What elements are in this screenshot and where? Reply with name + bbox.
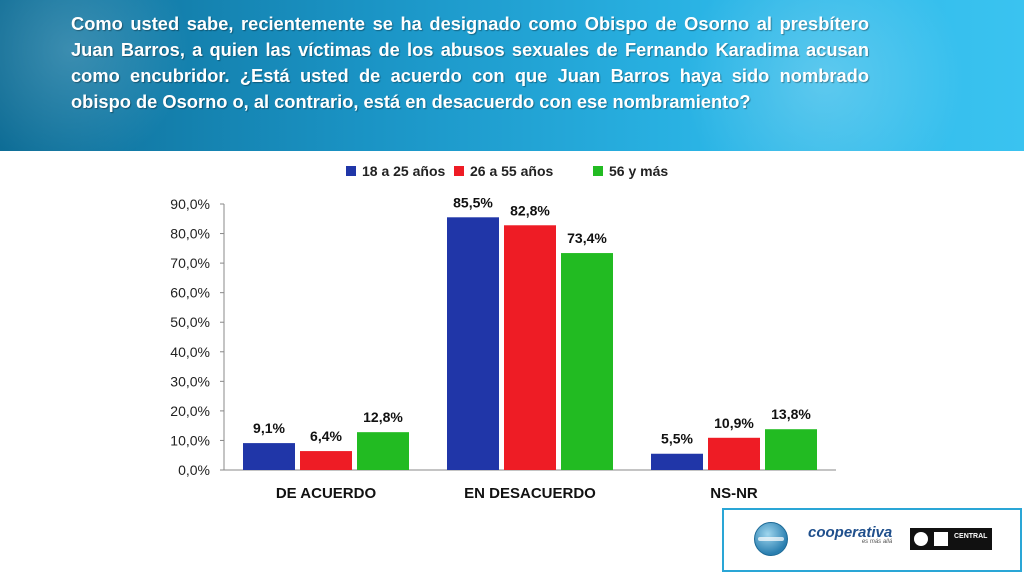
legend-swatch <box>454 166 464 176</box>
chart-axes: 0,0% 10,0% 20,0% 30,0% 40,0% 50,0% 60,0% 70,0% 8… <box>170 196 836 502</box>
sponsor-logos: cooperativa es más allá CENTRAL <box>722 508 1022 572</box>
bar-value-label: 6,4% <box>310 428 342 444</box>
question-text: Como usted sabe, recientemente se ha des… <box>71 13 869 112</box>
bar <box>300 451 352 470</box>
bar-value-label: 10,9% <box>714 415 754 431</box>
x-category-label: DE ACUERDO <box>276 485 377 502</box>
bar <box>243 443 295 470</box>
globe-logo-icon <box>754 522 788 556</box>
legend-label: 56 y más <box>609 163 668 179</box>
bar <box>447 217 499 470</box>
bar-chart: 18 a 25 años 26 a 55 años 56 y más 0,0% 10,… <box>170 163 836 502</box>
y-tick-label: 50,0% <box>170 314 210 330</box>
y-tick-label: 90,0% <box>170 196 210 212</box>
legend-swatch <box>593 166 603 176</box>
cooperativa-logo: cooperativa es más allá <box>808 524 893 545</box>
chart-legend: 18 a 25 años 26 a 55 años 56 y más <box>346 163 668 179</box>
bar <box>357 432 409 470</box>
universidad-central-logo: CENTRAL <box>910 528 992 550</box>
bar-value-label: 9,1% <box>253 420 285 436</box>
x-category-label: NS-NR <box>710 485 758 502</box>
legend-label: 26 a 55 años <box>470 163 553 179</box>
y-tick-label: 20,0% <box>170 403 210 419</box>
bar-value-label: 85,5% <box>453 194 493 210</box>
y-tick-label: 80,0% <box>170 226 210 242</box>
y-tick-label: 30,0% <box>170 373 210 389</box>
legend-swatch <box>346 166 356 176</box>
bar-value-label: 73,4% <box>567 230 607 246</box>
bar <box>561 253 613 470</box>
y-tick-label: 70,0% <box>170 255 210 271</box>
y-tick-label: 60,0% <box>170 285 210 301</box>
legend-label: 18 a 25 años <box>362 163 445 179</box>
bar <box>504 225 556 470</box>
bar-value-label: 5,5% <box>661 431 693 447</box>
bar-value-label: 12,8% <box>363 409 403 425</box>
y-tick-label: 40,0% <box>170 344 210 360</box>
y-tick-label: 10,0% <box>170 432 210 448</box>
chart-bars: 9,1% 6,4% 12,8% 85,5% 82,8% 73,4% 5,5% 10,9% 13,… <box>243 194 817 470</box>
bar <box>708 437 760 470</box>
y-tick-label: 0,0% <box>178 462 210 478</box>
bar <box>765 429 817 470</box>
x-category-label: EN DESACUERDO <box>464 485 596 502</box>
bar-value-label: 82,8% <box>510 202 550 218</box>
bar-value-label: 13,8% <box>771 406 811 422</box>
title-banner: Como usted sabe, recientemente se ha des… <box>0 0 1024 151</box>
bar <box>651 453 703 470</box>
